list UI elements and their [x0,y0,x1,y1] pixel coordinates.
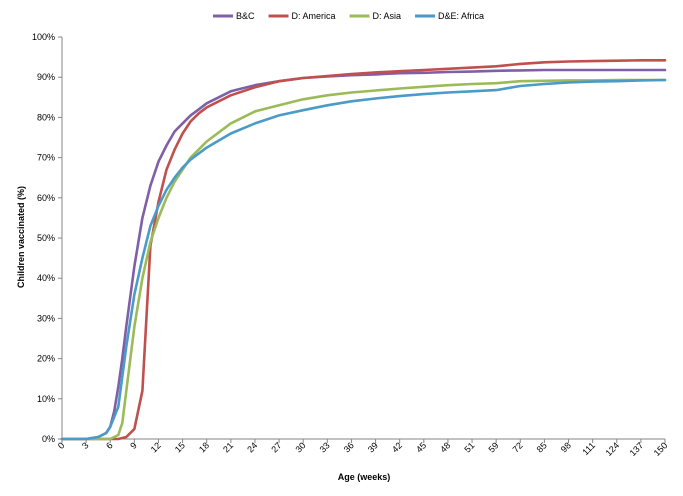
y-tick-label: 40% [37,273,55,283]
y-tick-label: 100% [32,32,55,42]
x-tick-label: 0 [56,440,67,451]
x-tick-label: 6 [104,440,115,451]
y-axis: 0% 10% 20% 30% 40% 50% 60% 70% 80% 90% 100% [32,32,63,444]
legend-label-2: D: America [292,11,336,21]
y-tick-label: 60% [37,193,55,203]
y-tick-label: 50% [37,233,55,243]
x-axis-title: Age (weeks) [338,472,391,482]
legend: B&C D: America D: Asia D&E: Africa [213,11,484,21]
series-line-2 [60,58,667,441]
y-tick-label: 0% [42,434,55,444]
y-tick-label: 10% [37,394,55,404]
legend-label-3: D: Asia [373,11,402,21]
series-line-1 [60,68,667,441]
y-tick-label: 90% [37,72,55,82]
y-axis-title: Children vaccinated (%) [16,186,26,288]
y-tick-label: 20% [37,354,55,364]
series-lines [60,58,667,441]
series-line-3 [60,78,667,441]
x-tick-label: 3 [80,440,91,451]
x-tick-label: 9 [128,440,139,451]
y-tick-label: 30% [37,313,55,323]
y-tick-label: 70% [37,153,55,163]
y-tick-label: 80% [37,112,55,122]
series-line-4 [60,78,667,441]
legend-label-1: B&C [236,11,255,21]
legend-label-4: D&E: Africa [438,11,484,21]
